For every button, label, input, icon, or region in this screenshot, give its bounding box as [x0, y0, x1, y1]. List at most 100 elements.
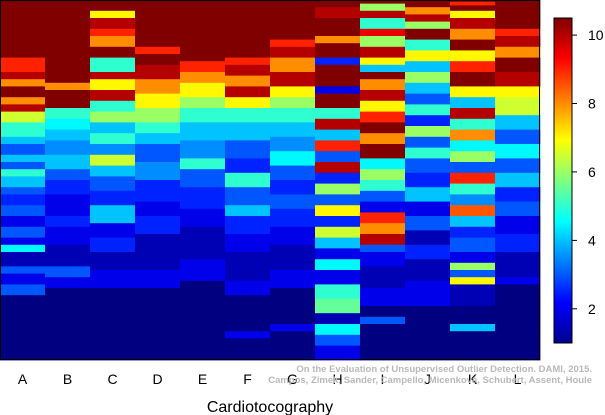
heat-cell-I-10 [360, 79, 406, 91]
heat-cell-L-16 [495, 234, 541, 253]
x-tick-J: J [424, 371, 431, 387]
heat-cell-E-10 [180, 187, 226, 210]
heat-cell-F-5 [225, 97, 271, 109]
heat-cell-H-14 [315, 162, 361, 174]
heat-cell-H-8 [315, 93, 361, 109]
heat-cell-E-12 [180, 226, 226, 260]
heat-cell-J-18 [405, 187, 451, 202]
heat-cell-H-17 [315, 194, 361, 206]
heat-cell-A-10 [0, 144, 46, 156]
heat-cell-K-18 [450, 172, 496, 184]
heat-cell-C-12 [90, 122, 136, 134]
heat-cell-I-23 [360, 223, 406, 235]
heat-cell-K-21 [450, 205, 496, 217]
heat-cell-G-18 [270, 288, 316, 325]
heat-cell-F-15 [225, 252, 271, 282]
heat-cell-E-4 [180, 97, 226, 109]
heat-cell-F-9 [225, 158, 271, 174]
heat-cell-L-2 [495, 36, 541, 48]
plot-border [0, 0, 540, 360]
heat-cell-F-3 [225, 75, 271, 87]
heat-cell-D-10 [135, 162, 181, 181]
heat-cell-I-4 [360, 28, 406, 37]
heat-cell-K-28 [450, 277, 496, 285]
heat-cell-G-1 [270, 39, 316, 48]
heat-cell-H-26 [315, 298, 361, 314]
heat-cell-B-11 [45, 216, 91, 228]
x-tick-K: K [468, 371, 478, 387]
heat-cell-B-3 [45, 108, 91, 120]
heat-cell-I-12 [360, 100, 406, 112]
heat-cell-K-15 [450, 140, 496, 152]
heat-cell-K-11 [450, 97, 496, 109]
heat-cell-I-2 [360, 10, 406, 19]
heat-cell-F-16 [225, 280, 271, 296]
heat-cell-B-9 [45, 180, 91, 195]
x-tick-B: B [63, 371, 72, 387]
heat-cell-A-20 [0, 237, 46, 246]
heat-cell-F-13 [225, 216, 271, 235]
heat-cell-K-22 [450, 216, 496, 228]
heat-cell-D-0 [135, 0, 181, 48]
heat-cell-H-27 [315, 313, 361, 325]
heat-cell-E-3 [180, 82, 226, 98]
heat-cell-F-18 [225, 331, 271, 339]
heat-cell-D-7 [135, 122, 181, 134]
heat-cell-E-13 [180, 259, 226, 282]
heat-cell-A-18 [0, 216, 46, 228]
heat-cell-G-20 [270, 331, 316, 361]
heat-cell-L-11 [495, 158, 541, 174]
x-tick-labels: A B C D E F G H I J K L [18, 371, 522, 387]
heat-cell-C-2 [90, 18, 136, 30]
heat-cell-C-7 [90, 72, 136, 80]
heat-cell-J-4 [405, 28, 451, 40]
heat-cell-C-15 [90, 154, 136, 166]
heat-cell-F-6 [225, 108, 271, 123]
watermark-line-2: Campos, Zimek, Sander, Campello, Micenko… [268, 375, 592, 386]
heat-cell-C-18 [90, 190, 136, 206]
heat-cell-J-7 [405, 61, 451, 73]
heat-cell-A-6 [0, 104, 46, 112]
heat-cell-G-5 [270, 86, 316, 98]
heat-cell-E-1 [180, 61, 226, 73]
heat-cell-I-26 [360, 252, 406, 267]
heat-cell-C-22 [90, 252, 136, 271]
heat-cell-G-2 [270, 46, 316, 58]
heat-cell-K-7 [450, 50, 496, 62]
heat-cell-J-19 [405, 201, 451, 217]
heat-cell-D-16 [135, 288, 181, 361]
heat-cell-K-3 [450, 10, 496, 19]
heat-cell-I-8 [360, 64, 406, 73]
heat-cell-I-18 [360, 169, 406, 181]
heat-cell-C-16 [90, 165, 136, 177]
heat-cell-K-0 [450, 0, 496, 3]
x-tick-I: I [381, 371, 385, 387]
heat-cell-A-2 [0, 72, 46, 80]
heat-cell-A-26 [0, 295, 46, 361]
heat-cell-J-0 [405, 0, 451, 8]
heat-cell-I-9 [360, 72, 406, 80]
heat-cell-I-28 [360, 288, 406, 307]
heat-cell-C-1 [90, 10, 136, 19]
heat-cell-B-13 [45, 244, 91, 267]
heat-cell-H-12 [315, 140, 361, 152]
heat-cell-B-8 [45, 169, 91, 181]
x-tick-A: A [18, 371, 28, 387]
heat-cell-H-5 [315, 57, 361, 66]
heat-cell-K-5 [450, 28, 496, 40]
colorbar [553, 17, 573, 344]
heat-cell-H-15 [315, 172, 361, 184]
heat-cell-L-10 [495, 144, 541, 159]
heat-cell-G-4 [270, 72, 316, 87]
heat-cell-E-11 [180, 208, 226, 228]
heat-cell-C-23 [90, 270, 136, 289]
heat-cell-K-19 [450, 183, 496, 195]
heat-cell-I-14 [360, 122, 406, 134]
heat-cell-F-12 [225, 205, 271, 217]
x-axis-label: Cardiotocography [207, 399, 333, 415]
heat-cell-K-4 [450, 18, 496, 30]
heat-cell-D-14 [135, 234, 181, 271]
heat-cell-K-23 [450, 226, 496, 238]
heat-cell-C-4 [90, 36, 136, 48]
heat-cell-I-19 [360, 180, 406, 192]
